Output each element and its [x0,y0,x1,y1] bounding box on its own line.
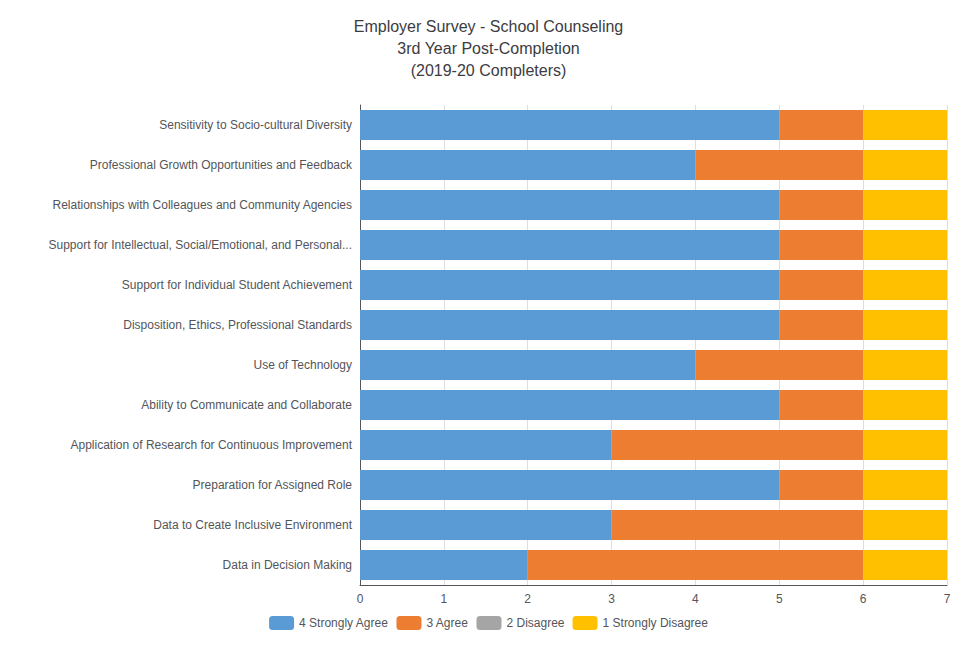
svg-text:7: 7 [944,592,951,606]
svg-text:Support for Individual Student: Support for Individual Student Achieveme… [122,278,353,292]
svg-text:1 Strongly Disagree: 1 Strongly Disagree [603,616,709,630]
svg-text:Use of Technology: Use of Technology [253,358,352,372]
svg-text:6: 6 [860,592,867,606]
svg-text:Professional Growth Opportunit: Professional Growth Opportunities and Fe… [90,158,353,172]
svg-text:1: 1 [441,592,448,606]
svg-text:Preparation for Assigned Role: Preparation for Assigned Role [193,478,353,492]
svg-text:Employer Survey - School Couns: Employer Survey - School Counseling [354,18,623,35]
svg-text:2 Disagree: 2 Disagree [506,616,564,630]
svg-text:2: 2 [524,592,531,606]
svg-text:3 Agree: 3 Agree [426,616,468,630]
svg-text:Relationships with Colleagues: Relationships with Colleagues and Commun… [53,198,353,212]
svg-text:0: 0 [357,592,364,606]
svg-text:Data in Decision Making: Data in Decision Making [223,558,352,572]
svg-text:3rd Year Post-Completion: 3rd Year Post-Completion [397,40,579,57]
svg-text:4 Strongly Agree: 4 Strongly Agree [299,616,388,630]
svg-text:Ability to Communicate and Col: Ability to Communicate and Collaborate [141,398,352,412]
svg-text:(2019-20 Completers): (2019-20 Completers) [411,62,567,79]
svg-text:4: 4 [692,592,699,606]
svg-text:Support for Intellectual, Soci: Support for Intellectual, Social/Emotion… [48,238,352,252]
svg-text:Sensitivity to Socio-cultural: Sensitivity to Socio-cultural Diversity [159,118,352,132]
svg-text:3: 3 [608,592,615,606]
svg-text:Data to Create Inclusive Envir: Data to Create Inclusive Environment [153,518,352,532]
svg-text:5: 5 [776,592,783,606]
svg-text:Application of Research for Co: Application of Research for Continuous I… [71,438,353,452]
svg-text:Disposition, Ethics, Professio: Disposition, Ethics, Professional Standa… [123,318,352,332]
